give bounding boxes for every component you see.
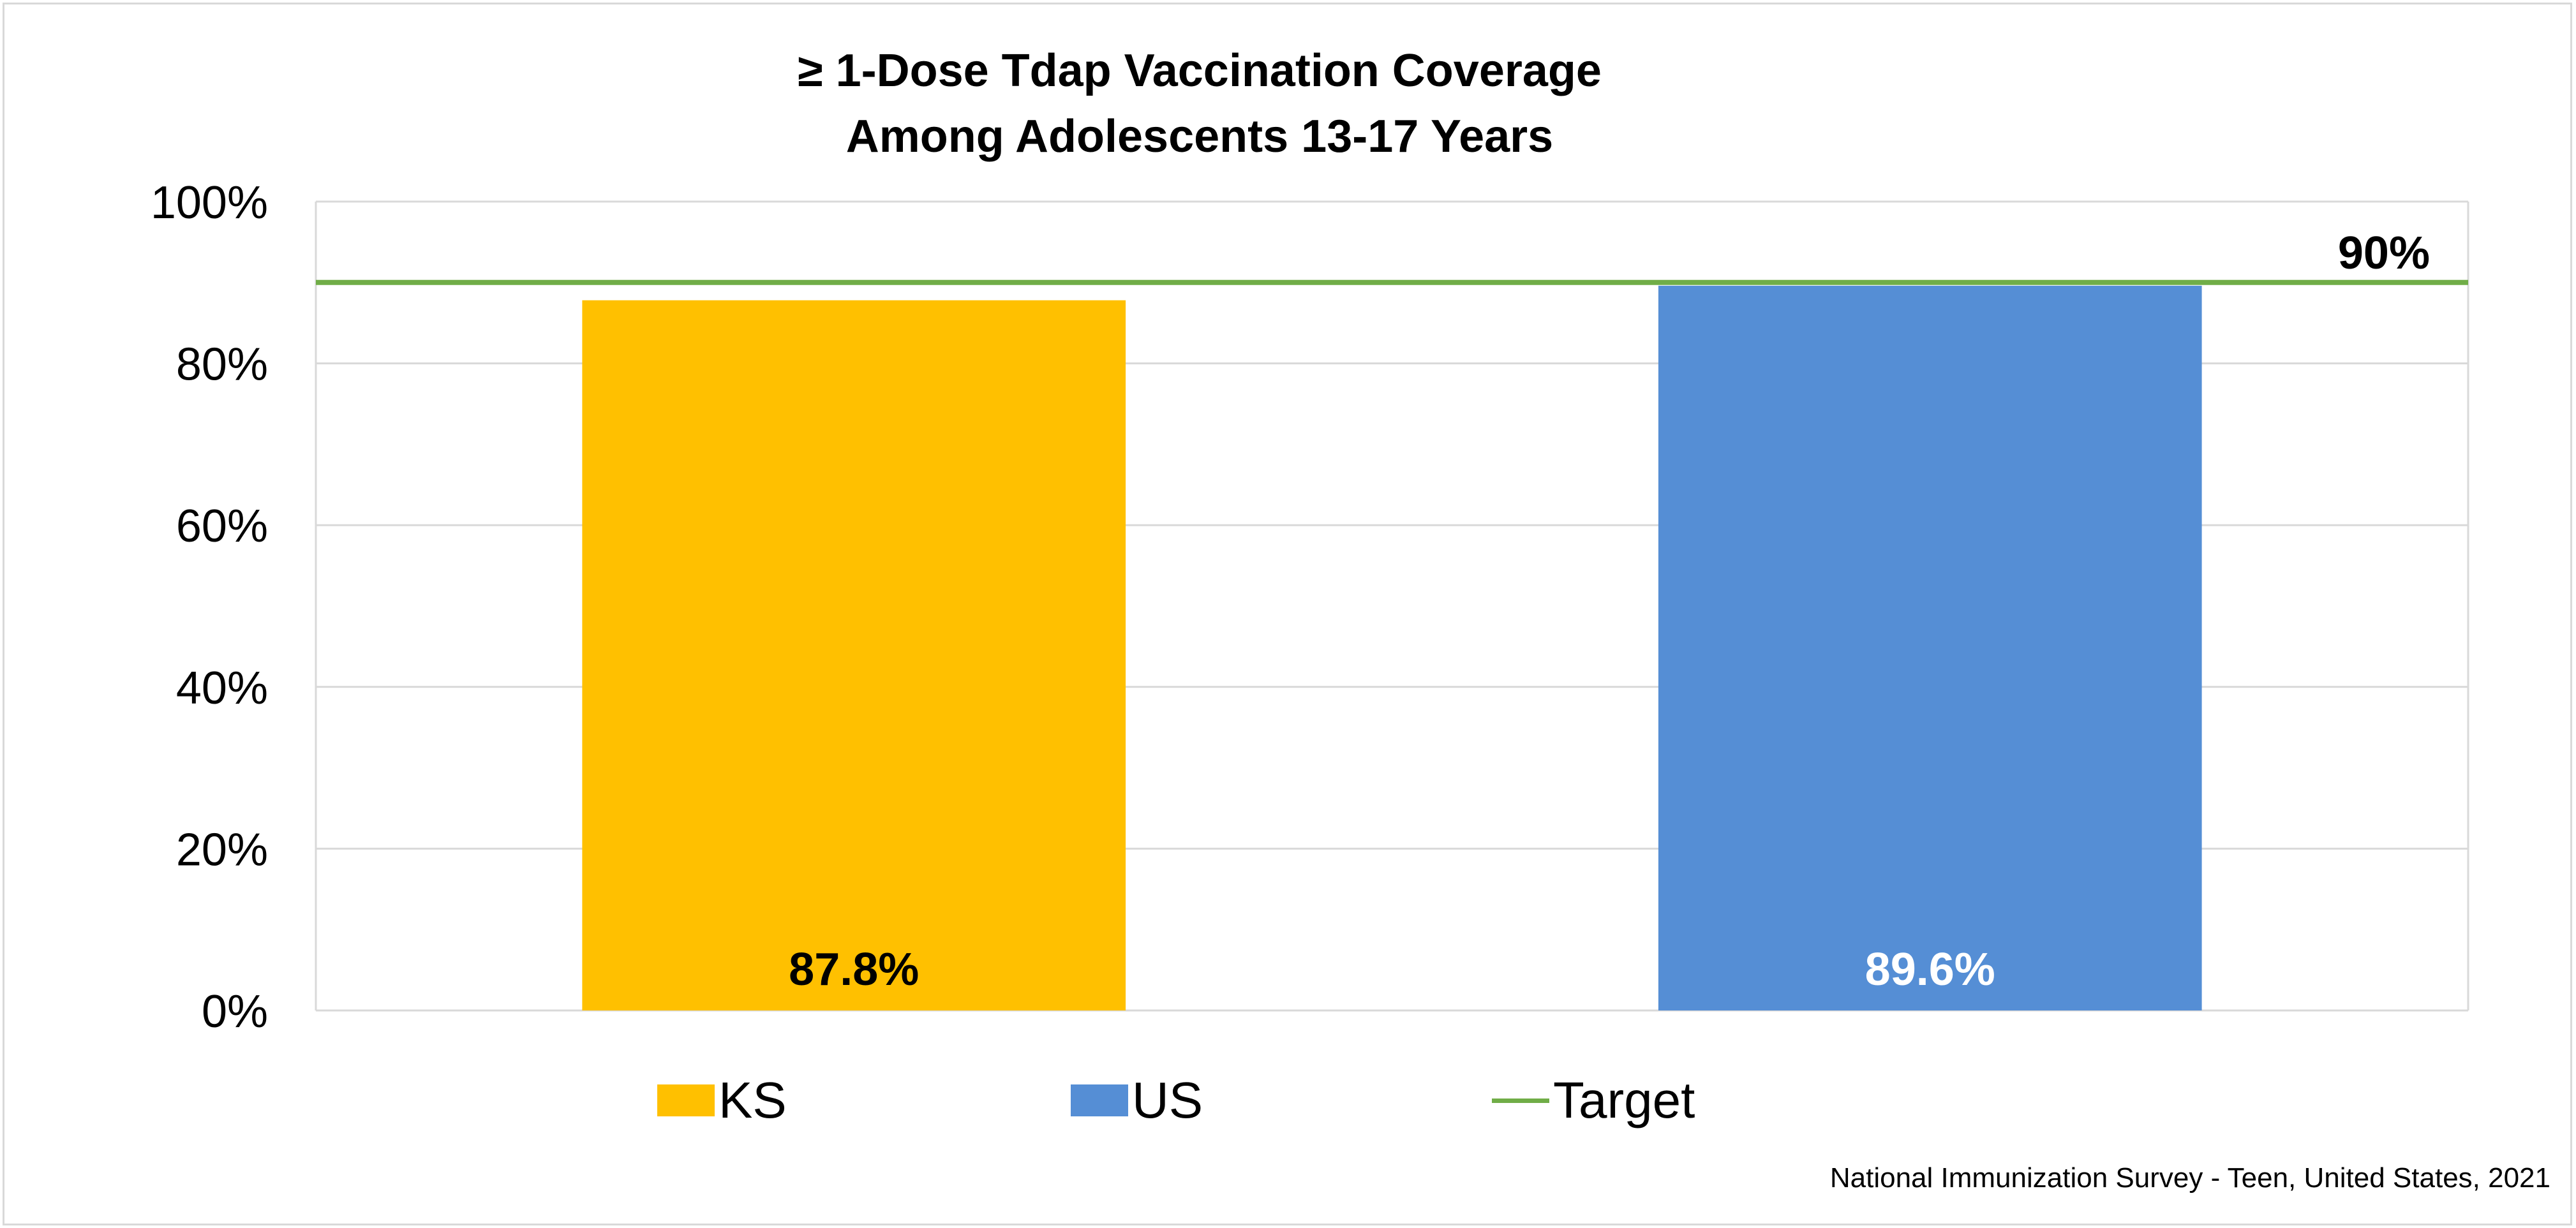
legend-swatch-ks <box>657 1084 715 1116</box>
target-label: 90% <box>2338 228 2430 279</box>
source-note: National Immunization Survey - Teen, Uni… <box>1829 1162 2550 1194</box>
y-tick-label-80: 80% <box>176 339 268 390</box>
y-tick-label-0: 0% <box>202 986 268 1037</box>
data-labels: 87.8% 89.6% <box>789 944 1995 995</box>
legend-item-ks: KS <box>657 1072 787 1129</box>
legend-swatch-us <box>1071 1084 1128 1116</box>
legend-label-us: US <box>1132 1072 1203 1128</box>
y-tick-label-100: 100% <box>151 177 268 228</box>
bar-us <box>1658 285 2202 1010</box>
legend-item-target: Target <box>1492 1072 1695 1129</box>
chart-title-line-1: ≥ 1-Dose Tdap Vaccination Coverage <box>798 45 1602 96</box>
data-label-ks: 87.8% <box>789 944 919 995</box>
chart-title-line-2: Among Adolescents 13-17 Years <box>845 111 1554 162</box>
bars <box>582 285 2202 1010</box>
y-axis: 0% 20% 40% 60% 80% 100% <box>151 177 268 1037</box>
y-tick-label-20: 20% <box>176 824 268 875</box>
y-tick-label-60: 60% <box>176 501 268 552</box>
legend-label-ks: KS <box>718 1072 787 1128</box>
legend-line-target <box>1492 1098 1549 1103</box>
y-tick-label-40: 40% <box>176 663 268 714</box>
target-line-group: 90% <box>316 228 2468 285</box>
bar-ks <box>582 300 1126 1010</box>
legend-item-us: US <box>1071 1072 1203 1129</box>
legend-label-target: Target <box>1553 1072 1695 1128</box>
data-label-us: 89.6% <box>1865 944 1995 995</box>
